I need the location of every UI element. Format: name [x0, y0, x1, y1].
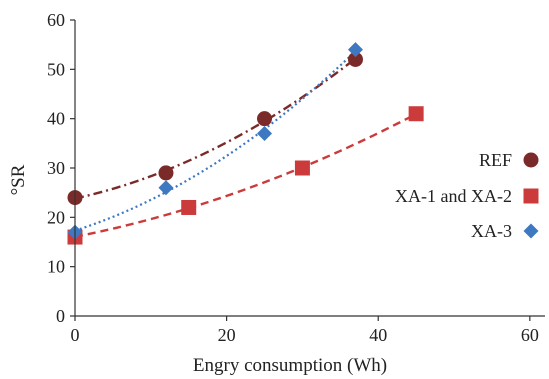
trend-line-series-1 — [74, 57, 357, 200]
data-point-series-2-3 — [294, 160, 310, 176]
data-point-series-1-2 — [158, 165, 174, 181]
x-tick-label: 0 — [71, 325, 80, 345]
y-tick-label: 30 — [47, 158, 65, 178]
x-tick-label: 20 — [218, 325, 236, 345]
trend-lines — [74, 50, 417, 238]
trend-line-series-3 — [74, 50, 357, 232]
x-axis-title: Engry consumption (Wh) — [193, 355, 387, 376]
data-point-series-2-2 — [181, 199, 197, 215]
data-points — [67, 42, 424, 245]
data-point-series-1-3 — [257, 111, 273, 127]
x-tick-label: 60 — [521, 325, 539, 345]
x-tick-label: 40 — [369, 325, 387, 345]
legend-marker — [523, 152, 539, 168]
axes: 0 20 40 60 0 10 20 30 40 50 60 Engry consumption … — [8, 10, 545, 376]
trend-line-series-2 — [74, 112, 417, 238]
data-point-series-1-4 — [347, 51, 363, 67]
legend-marker — [523, 223, 539, 239]
legend-label: XA-1 and XA-2 — [395, 186, 512, 206]
y-tick-label: 40 — [47, 109, 65, 129]
legend: REF XA-1 and XA-2 XA-3 — [395, 150, 539, 241]
y-tick-label: 0 — [56, 306, 65, 326]
y-tick-label: 10 — [47, 257, 65, 277]
legend-marker — [523, 188, 539, 204]
legend-label: REF — [479, 150, 512, 170]
y-ticks: 0 10 20 30 40 50 60 — [47, 10, 75, 326]
data-point-series-3-3 — [257, 125, 273, 141]
data-point-series-2-4 — [408, 106, 424, 122]
y-tick-label: 20 — [47, 207, 65, 227]
y-tick-label: 50 — [47, 59, 65, 79]
legend-item-3: XA-3 — [471, 221, 539, 241]
y-tick-label: 60 — [47, 10, 65, 30]
data-point-series-3-4 — [347, 42, 363, 58]
data-point-series-3-2 — [158, 180, 174, 196]
x-ticks: 0 20 40 60 — [71, 316, 539, 345]
legend-label: XA-3 — [471, 221, 512, 241]
y-axis-title: °SR — [8, 164, 29, 195]
legend-item-2: XA-1 and XA-2 — [395, 186, 539, 206]
legend-item-1: REF — [479, 150, 539, 170]
